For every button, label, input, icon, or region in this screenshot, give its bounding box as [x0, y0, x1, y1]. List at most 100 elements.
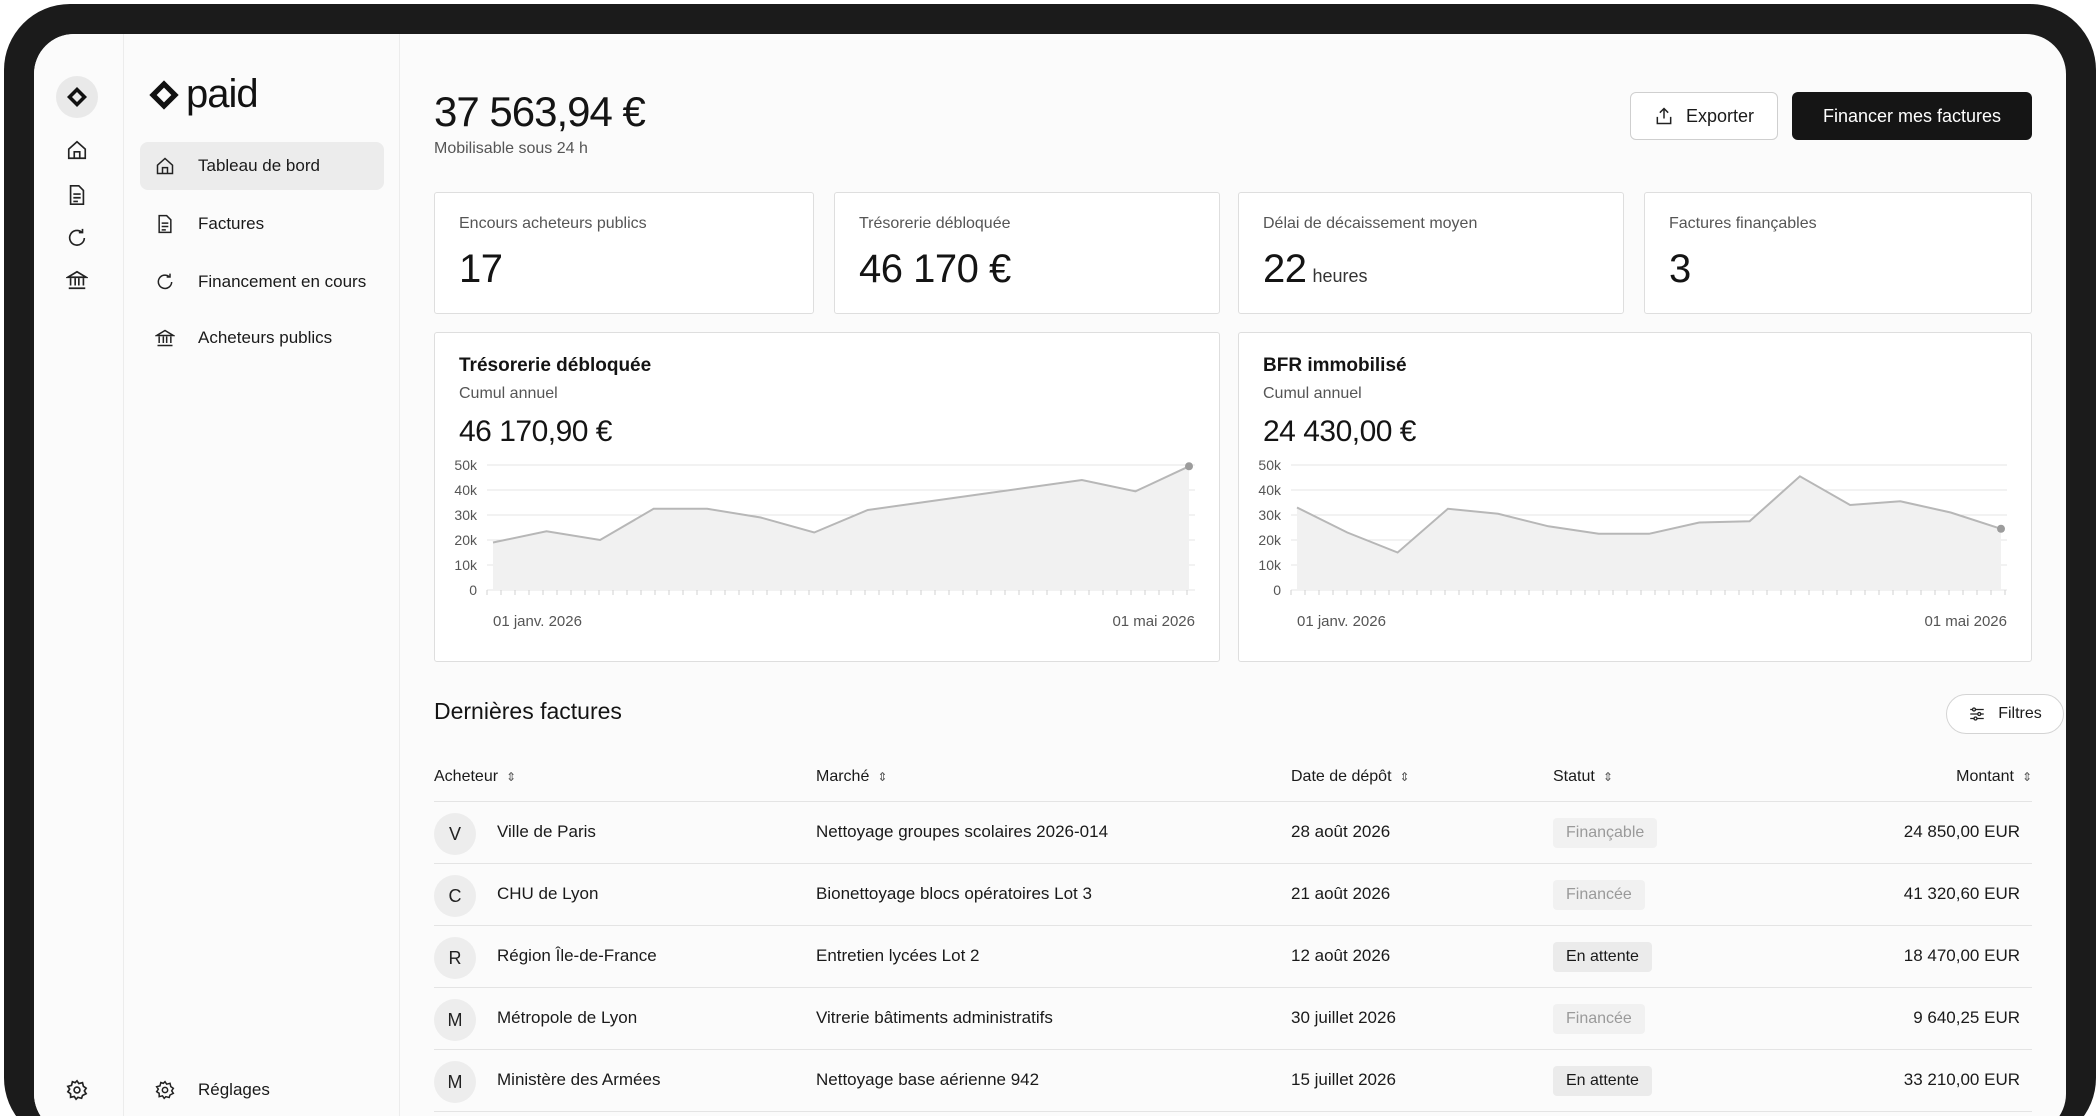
sort-icon: ⇕ [2021, 770, 2032, 784]
home-icon [152, 153, 178, 179]
area-fill [493, 466, 1189, 590]
market-name: Entretien lycées Lot 2 [816, 946, 980, 965]
kpi-value: 46 170 € [859, 247, 1011, 291]
y-tick-label: 0 [469, 582, 477, 598]
column-header-buyer[interactable]: Acheteur ⇕ [434, 768, 517, 785]
sliders-icon [1970, 707, 1984, 721]
avatar: V [434, 813, 476, 855]
kpi-card-public-buyers: Encours acheteurs publics 17 [434, 192, 814, 314]
market-name: Nettoyage groupes scolaires 2026-014 [816, 822, 1109, 841]
brand-name: paid [186, 72, 259, 116]
nav-item-label: Tableau de bord [198, 156, 320, 175]
invoices-table: Acheteur ⇕ Marché ⇕ Date de dépôt ⇕ Statut ⇕… [434, 754, 2032, 1112]
export-button[interactable]: Exporter [1630, 92, 1778, 140]
filters-button[interactable]: Filtres [1946, 694, 2064, 734]
export-label: Exporter [1685, 105, 1755, 126]
y-tick-label: 10k [1258, 557, 1282, 573]
gear-icon[interactable] [61, 1074, 93, 1106]
buyer-name: Ville de Paris [497, 822, 596, 841]
kpi-label: Délai de décaissement moyen [1263, 215, 1478, 232]
invoices-section-title: Dernières factures [434, 698, 622, 724]
x-tick-label: 01 mai 2026 [1112, 613, 1195, 630]
table-header: Acheteur ⇕ Marché ⇕ Date de dépôt ⇕ Statut ⇕… [434, 754, 2032, 802]
kpi-label: Trésorerie débloquée [859, 215, 1011, 232]
chart-title: BFR immobilisé [1263, 355, 1407, 376]
y-tick-label: 50k [1258, 457, 1282, 473]
brand-logo[interactable]: paid [148, 72, 259, 117]
kpi-value: 3 [1669, 247, 1691, 291]
document-icon[interactable] [61, 179, 93, 211]
column-header-status[interactable]: Statut ⇕ [1553, 768, 1613, 785]
chart-value: 46 170,90 € [459, 415, 612, 448]
market-name: Nettoyage base aérienne 942 [816, 1070, 1040, 1089]
buyer-name: Région Île-de-France [497, 946, 657, 965]
nav-item-settings[interactable]: Réglages [140, 1066, 384, 1114]
y-tick-label: 40k [454, 482, 478, 498]
x-tick-label: 01 janv. 2026 [1297, 613, 1386, 630]
available-balance: 37 563,94 € [434, 88, 646, 135]
chart-title: Trésorerie débloquée [459, 355, 652, 376]
y-tick-label: 50k [454, 457, 478, 473]
kpi-label: Factures finançables [1669, 215, 1817, 232]
x-tick-label: 01 mai 2026 [1924, 613, 2007, 630]
filters-label: Filtres [1998, 705, 2042, 722]
series-line [492, 465, 1190, 544]
balance-subtitle: Mobilisable sous 24 h [434, 140, 588, 157]
refresh-icon[interactable] [61, 222, 93, 254]
avatar: R [434, 937, 476, 979]
deposit-date: 21 août 2026 [1291, 884, 1391, 903]
upload-icon [1656, 107, 1672, 125]
market-name: Vitrerie bâtiments administratifs [816, 1008, 1053, 1027]
paid-logo-icon [149, 79, 179, 110]
icon-rail [34, 34, 124, 1116]
kpi-card-fundable-invoices: Factures finançables 3 [1644, 192, 2032, 314]
chart-card-treasury: Trésorerie débloquée Cumul annuel 46 170… [434, 332, 1220, 662]
y-tick-label: 40k [1258, 482, 1282, 498]
table-row[interactable]: M Ministère des Armées Nettoyage base aé… [434, 1050, 2032, 1112]
finance-invoices-button[interactable]: Financer mes factures [1792, 92, 2032, 140]
home-icon[interactable] [61, 134, 93, 166]
nav-item-public-buyers[interactable]: Acheteurs publics [140, 314, 384, 362]
column-header-market[interactable]: Marché ⇕ [816, 768, 888, 785]
kpi-value: 17 [459, 247, 503, 291]
bank-icon [152, 325, 178, 351]
x-tick-label: 01 janv. 2026 [493, 613, 582, 630]
amount: 9 640,25 EUR [1913, 1008, 2020, 1027]
app-window: paid Tableau de bord Factures Financemen… [34, 34, 2066, 1116]
y-tick-label: 20k [1258, 532, 1282, 548]
table-row[interactable]: R Région Île-de-France Entretien lycées … [434, 926, 2032, 988]
table-row[interactable]: V Ville de Paris Nettoyage groupes scola… [434, 802, 2032, 864]
logo-mark-icon [56, 76, 98, 118]
nav-item-invoices[interactable]: Factures [140, 200, 384, 248]
chart-card-bfr: BFR immobilisé Cumul annuel 24 430,00 € … [1238, 332, 2032, 662]
avatar: M [434, 1061, 476, 1103]
amount: 24 850,00 EUR [1903, 822, 2020, 841]
y-tick-label: 10k [454, 557, 478, 573]
kpi-card-treasury: Trésorerie débloquée 46 170 € [834, 192, 1220, 314]
nav-item-label: Réglages [198, 1080, 270, 1099]
chart-subtitle: Cumul annuel [459, 385, 558, 402]
gear-icon [152, 1077, 178, 1103]
nav-item-financing[interactable]: Financement en cours [140, 258, 384, 306]
nav-item-dashboard[interactable]: Tableau de bord [140, 142, 384, 190]
treasury-area-chart: 50k 40k 30k 20k 10k 0 01 janv. 2026 01 mai 2026 [454, 457, 1195, 630]
sort-icon: ⇕ [1602, 770, 1613, 784]
status-badge: En attente [1553, 942, 1652, 972]
bfr-area-chart: 50k 40k 30k 20k 10k 0 01 janv. 2026 01 mai 2026 [1258, 457, 2007, 630]
area-fill [1297, 476, 2001, 590]
table-row[interactable]: C CHU de Lyon Bionettoyage blocs opérato… [434, 864, 2032, 926]
column-header-date[interactable]: Date de dépôt ⇕ [1291, 768, 1410, 785]
data-point [1185, 462, 1193, 471]
avatar: C [434, 875, 476, 917]
main-content: 37 563,94 € Mobilisable sous 24 h Export… [400, 34, 2066, 1116]
column-header-amount[interactable]: Montant ⇕ [1956, 768, 2032, 785]
bank-icon[interactable] [61, 264, 93, 296]
table-row[interactable]: M Métropole de Lyon Vitrerie bâtiments a… [434, 988, 2032, 1050]
deposit-date: 12 août 2026 [1291, 946, 1391, 965]
amount: 18 470,00 EUR [1903, 946, 2020, 965]
sort-icon: ⇕ [1399, 770, 1410, 784]
finance-label: Financer mes factures [1822, 105, 2002, 126]
y-tick-label: 20k [454, 532, 478, 548]
kpi-card-disbursement-delay: Délai de décaissement moyen 22 heures [1238, 192, 1624, 314]
status-badge: Financée [1553, 1004, 1645, 1034]
